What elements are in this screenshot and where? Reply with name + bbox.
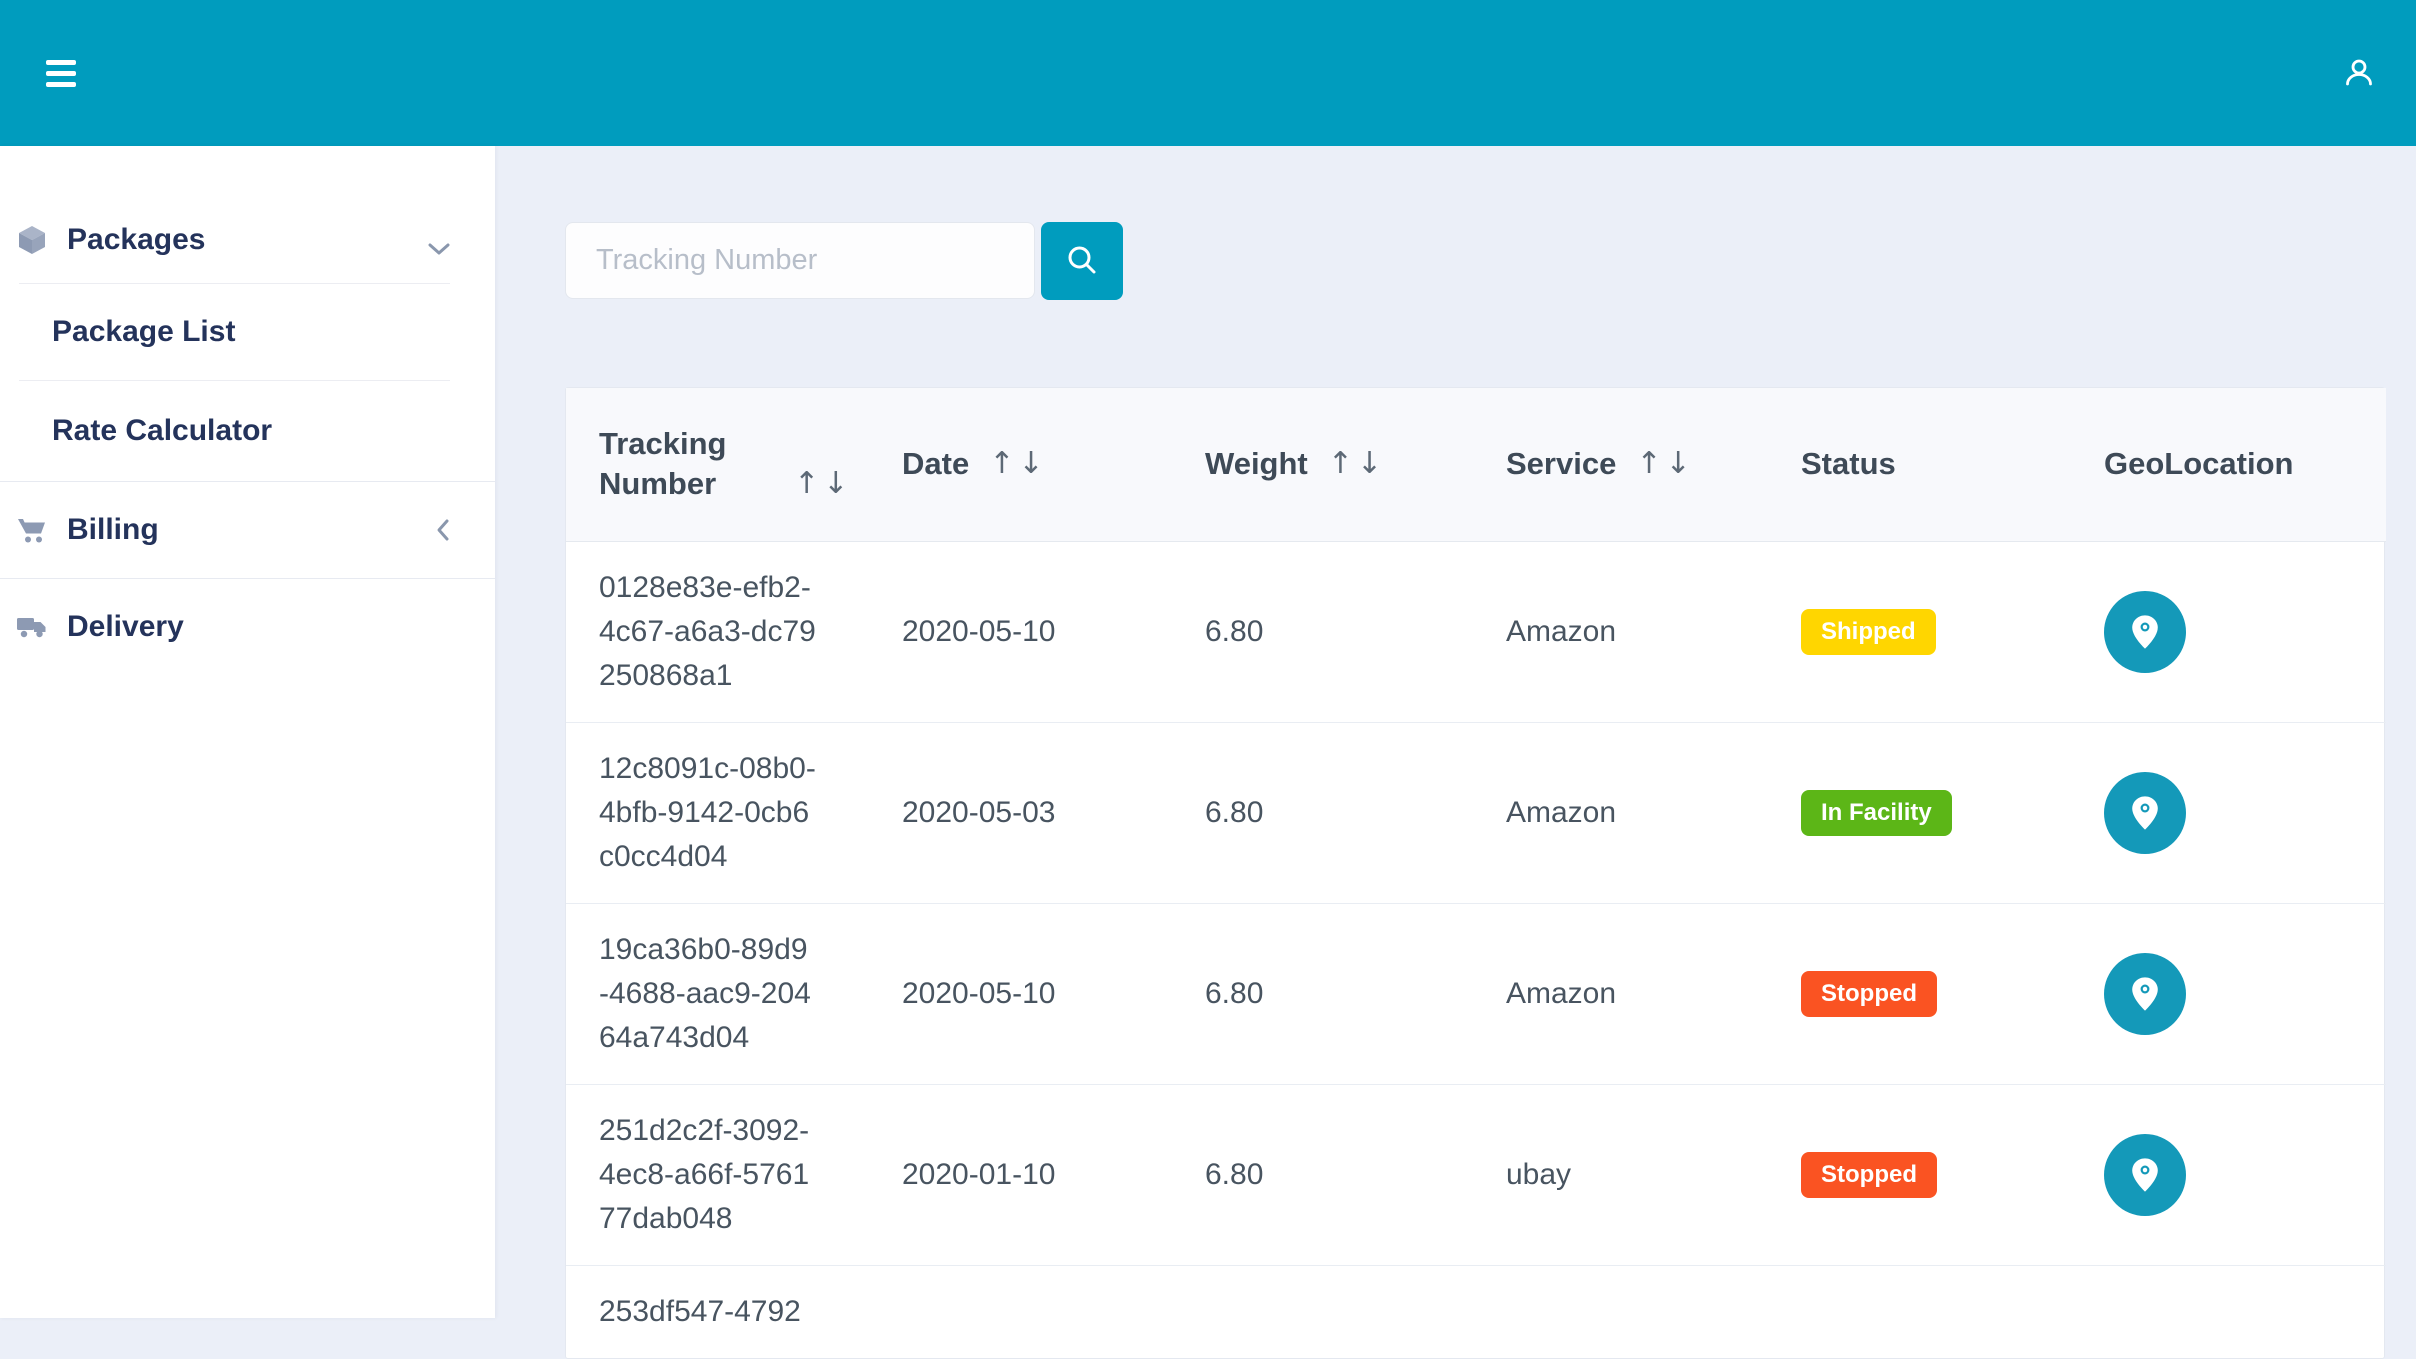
sort-icon: ↑↓	[1327, 446, 1387, 482]
date-cell: 2020-05-10	[869, 903, 1172, 1085]
map-pin-icon	[2132, 976, 2158, 1011]
geolocation-button[interactable]	[2104, 590, 2186, 673]
status-badge: Stopped	[1801, 970, 1937, 1017]
geolocation-button[interactable]	[2104, 771, 2186, 854]
map-pin-icon	[2132, 614, 2158, 649]
weight-cell: 6.80	[1172, 541, 1473, 723]
sort-icon: ↑↓	[794, 466, 853, 502]
cart-icon	[15, 513, 49, 547]
packages-table-card: Tracking Number ↑↓ Date ↑↓ Weight	[565, 387, 2386, 1359]
status-badge: Shipped	[1801, 608, 1936, 655]
service-cell: Amazon	[1473, 903, 1768, 1085]
map-pin-icon	[2132, 1157, 2158, 1192]
sidebar: Packages Package List Rate Calculator	[0, 146, 495, 1318]
table-header-row: Tracking Number ↑↓ Date ↑↓ Weight	[566, 388, 2386, 542]
sidebar-item-label: Rate Calculator	[52, 414, 273, 447]
tracking-number-cell: 19ca36b0-89d9-4688-aac9-20464a743d04	[599, 932, 811, 1054]
weight-cell: 6.80	[1172, 1084, 1473, 1266]
search-input[interactable]	[565, 222, 1035, 299]
sidebar-item-packages[interactable]: Packages	[0, 146, 495, 283]
table-row: 12c8091c-08b0-4bfb-9142-0cb6c0cc4d04 202…	[566, 722, 2386, 904]
tracking-number-cell: 253df547-4792	[599, 1294, 801, 1328]
sidebar-nav: Packages Package List Rate Calculator	[0, 146, 495, 675]
divider	[0, 578, 495, 579]
date-cell: 2020-05-10	[869, 541, 1172, 723]
sidebar-item-label: Packages	[67, 223, 206, 256]
status-badge: In Facility	[1801, 789, 1952, 836]
column-header-tracking-number[interactable]: Tracking Number ↑↓	[566, 388, 869, 542]
truck-icon	[15, 610, 49, 644]
menu-icon	[46, 59, 76, 65]
column-header-geolocation: GeoLocation	[2071, 388, 2386, 542]
package-cube-icon	[15, 223, 49, 257]
geolocation-button[interactable]	[2104, 1133, 2186, 1216]
column-header-weight[interactable]: Weight ↑↓	[1172, 388, 1473, 542]
sort-icon: ↑↓	[989, 446, 1048, 482]
weight-cell	[1172, 1265, 1473, 1358]
table-row: 19ca36b0-89d9-4688-aac9-20464a743d04 202…	[566, 903, 2386, 1085]
table-row: 251d2c2f-3092-4ec8-a66f-576177dab048 202…	[566, 1084, 2386, 1266]
search-button[interactable]	[1041, 222, 1123, 300]
service-cell	[1473, 1265, 1768, 1358]
column-header-status: Status	[1768, 388, 2071, 542]
sidebar-item-delivery[interactable]: Delivery	[0, 579, 495, 675]
date-cell: 2020-05-03	[869, 722, 1172, 904]
search-bar	[565, 222, 2416, 300]
service-cell: ubay	[1473, 1084, 1768, 1266]
main-content: Tracking Number ↑↓ Date ↑↓ Weight	[495, 146, 2416, 1359]
service-cell: Amazon	[1473, 722, 1768, 904]
sort-icon: ↑↓	[1636, 446, 1695, 482]
tracking-number-cell: 0128e83e-efb2-4c67-a6a3-dc79250868a1	[599, 570, 816, 692]
sidebar-item-package-list[interactable]: Package List	[0, 284, 495, 380]
sidebar-item-billing[interactable]: Billing	[0, 482, 495, 578]
geolocation-button[interactable]	[2104, 952, 2186, 1035]
divider	[19, 380, 450, 381]
service-cell: Amazon	[1473, 541, 1768, 723]
search-icon	[1068, 246, 1096, 274]
table-row-partial: 253df547-4792	[566, 1265, 2386, 1358]
divider	[0, 481, 495, 482]
weight-cell: 6.80	[1172, 722, 1473, 904]
date-cell	[869, 1265, 1172, 1358]
menu-button[interactable]	[46, 59, 76, 87]
app-header	[0, 0, 2416, 146]
packages-table: Tracking Number ↑↓ Date ↑↓ Weight	[566, 388, 2386, 1358]
status-badge: Stopped	[1801, 1151, 1937, 1198]
tracking-number-cell: 12c8091c-08b0-4bfb-9142-0cb6c0cc4d04	[599, 751, 816, 873]
account-button[interactable]	[2342, 56, 2376, 90]
divider	[19, 283, 450, 284]
table-row: 0128e83e-efb2-4c67-a6a3-dc79250868a1 202…	[566, 541, 2386, 723]
sidebar-item-label: Package List	[52, 315, 236, 348]
sidebar-item-label: Delivery	[67, 610, 184, 643]
sidebar-item-label: Billing	[67, 513, 159, 546]
column-header-date[interactable]: Date ↑↓	[869, 388, 1172, 542]
date-cell: 2020-01-10	[869, 1084, 1172, 1266]
column-header-service[interactable]: Service ↑↓	[1473, 388, 1768, 542]
sidebar-item-rate-calculator[interactable]: Rate Calculator	[0, 381, 495, 481]
weight-cell: 6.80	[1172, 903, 1473, 1085]
chevron-down-icon	[427, 241, 451, 257]
chevron-left-icon	[435, 518, 451, 542]
map-pin-icon	[2132, 795, 2158, 830]
tracking-number-cell: 251d2c2f-3092-4ec8-a66f-576177dab048	[599, 1113, 810, 1235]
user-icon	[2346, 59, 2372, 86]
